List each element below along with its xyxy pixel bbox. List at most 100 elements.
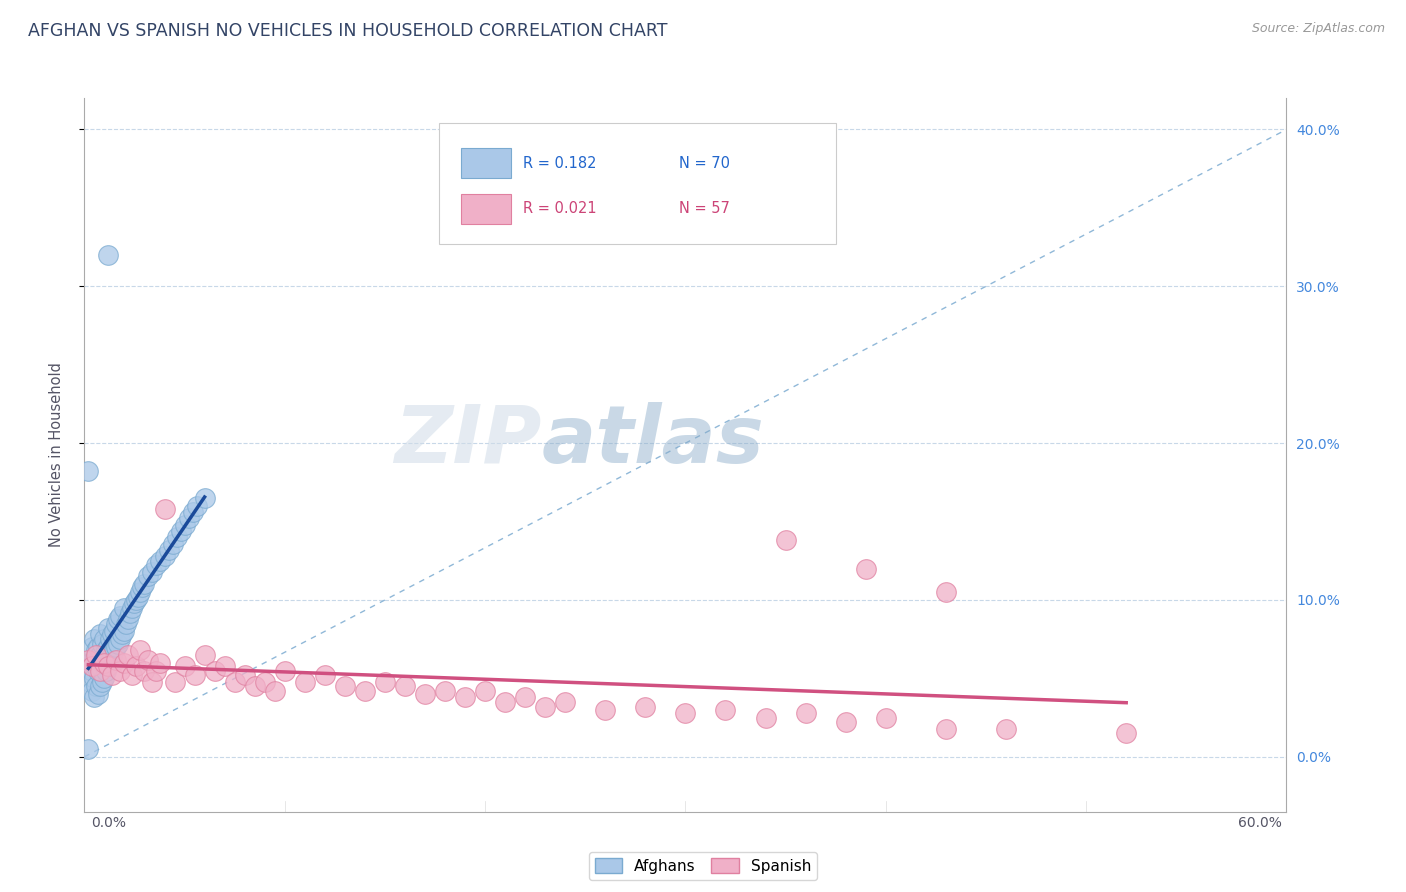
Point xyxy=(82,664,104,678)
Point xyxy=(177,511,200,525)
Point xyxy=(96,664,118,678)
Point xyxy=(87,664,110,678)
Point xyxy=(515,690,537,705)
Point xyxy=(83,652,105,666)
Point xyxy=(91,656,114,670)
Point xyxy=(127,590,149,604)
Point xyxy=(243,679,266,693)
Point xyxy=(100,632,122,647)
Text: ZIP: ZIP xyxy=(394,401,541,480)
Point xyxy=(855,561,877,575)
Text: 0.0%: 0.0% xyxy=(91,816,127,830)
Point xyxy=(263,684,285,698)
Point xyxy=(163,674,186,689)
Point xyxy=(173,517,195,532)
Point xyxy=(233,668,256,682)
Point xyxy=(97,621,120,635)
Point xyxy=(875,711,897,725)
Point xyxy=(114,656,135,670)
Text: atlas: atlas xyxy=(541,401,763,480)
FancyBboxPatch shape xyxy=(439,123,835,244)
Point xyxy=(110,632,132,647)
Text: 60.0%: 60.0% xyxy=(1239,816,1282,830)
FancyBboxPatch shape xyxy=(461,194,512,224)
Point xyxy=(134,664,156,678)
Point xyxy=(117,648,139,662)
Point xyxy=(134,577,156,591)
Point xyxy=(186,499,208,513)
Point xyxy=(82,640,104,654)
Point xyxy=(87,640,110,654)
Point xyxy=(374,674,396,689)
Point xyxy=(434,684,457,698)
Point xyxy=(714,703,737,717)
Point xyxy=(77,464,100,478)
Point xyxy=(103,624,125,639)
Point xyxy=(83,690,105,705)
Point xyxy=(224,674,246,689)
Point xyxy=(82,684,104,698)
Point xyxy=(86,643,108,657)
Point xyxy=(794,706,817,720)
Point xyxy=(125,593,148,607)
Point xyxy=(125,658,148,673)
Point xyxy=(97,248,120,262)
Point xyxy=(274,664,297,678)
Point xyxy=(93,652,115,666)
Point xyxy=(129,643,152,657)
Y-axis label: No Vehicles in Household: No Vehicles in Household xyxy=(49,362,63,548)
Point xyxy=(333,679,356,693)
Point xyxy=(91,674,114,689)
Point xyxy=(775,533,797,548)
Point xyxy=(83,672,105,686)
Text: R = 0.021: R = 0.021 xyxy=(523,202,596,217)
Point xyxy=(394,679,416,693)
Point xyxy=(204,664,226,678)
Point xyxy=(97,640,120,654)
Point xyxy=(111,627,134,641)
Point xyxy=(96,643,118,657)
Point xyxy=(183,668,205,682)
Point xyxy=(675,706,697,720)
Point xyxy=(87,687,110,701)
Point xyxy=(157,542,180,557)
Point xyxy=(935,722,957,736)
Point xyxy=(120,606,142,620)
Point xyxy=(162,536,184,550)
FancyBboxPatch shape xyxy=(461,148,512,178)
Point xyxy=(634,699,657,714)
Point xyxy=(83,632,105,647)
Point xyxy=(117,612,139,626)
Point xyxy=(93,632,115,647)
Point xyxy=(173,658,195,673)
Point xyxy=(354,684,377,698)
Point xyxy=(114,624,135,639)
Point xyxy=(100,652,122,666)
Point xyxy=(79,674,101,689)
Point xyxy=(131,581,153,595)
Point xyxy=(141,674,163,689)
Point xyxy=(86,658,108,673)
Point xyxy=(1115,726,1137,740)
Point xyxy=(153,502,176,516)
Point xyxy=(454,690,477,705)
Point xyxy=(97,658,120,673)
Point xyxy=(105,616,128,631)
Point xyxy=(110,608,132,623)
Point xyxy=(755,711,778,725)
Point xyxy=(107,637,129,651)
Text: N = 57: N = 57 xyxy=(679,202,730,217)
Point xyxy=(93,672,115,686)
Point xyxy=(105,640,128,654)
Point xyxy=(935,585,957,599)
Point xyxy=(89,664,111,678)
Point xyxy=(89,658,111,673)
Point xyxy=(101,648,124,662)
Point xyxy=(124,596,146,610)
Legend: Afghans, Spanish: Afghans, Spanish xyxy=(589,852,817,880)
Point xyxy=(474,684,496,698)
Point xyxy=(93,656,115,670)
Point xyxy=(145,664,167,678)
Point xyxy=(97,658,120,673)
Point xyxy=(995,722,1018,736)
